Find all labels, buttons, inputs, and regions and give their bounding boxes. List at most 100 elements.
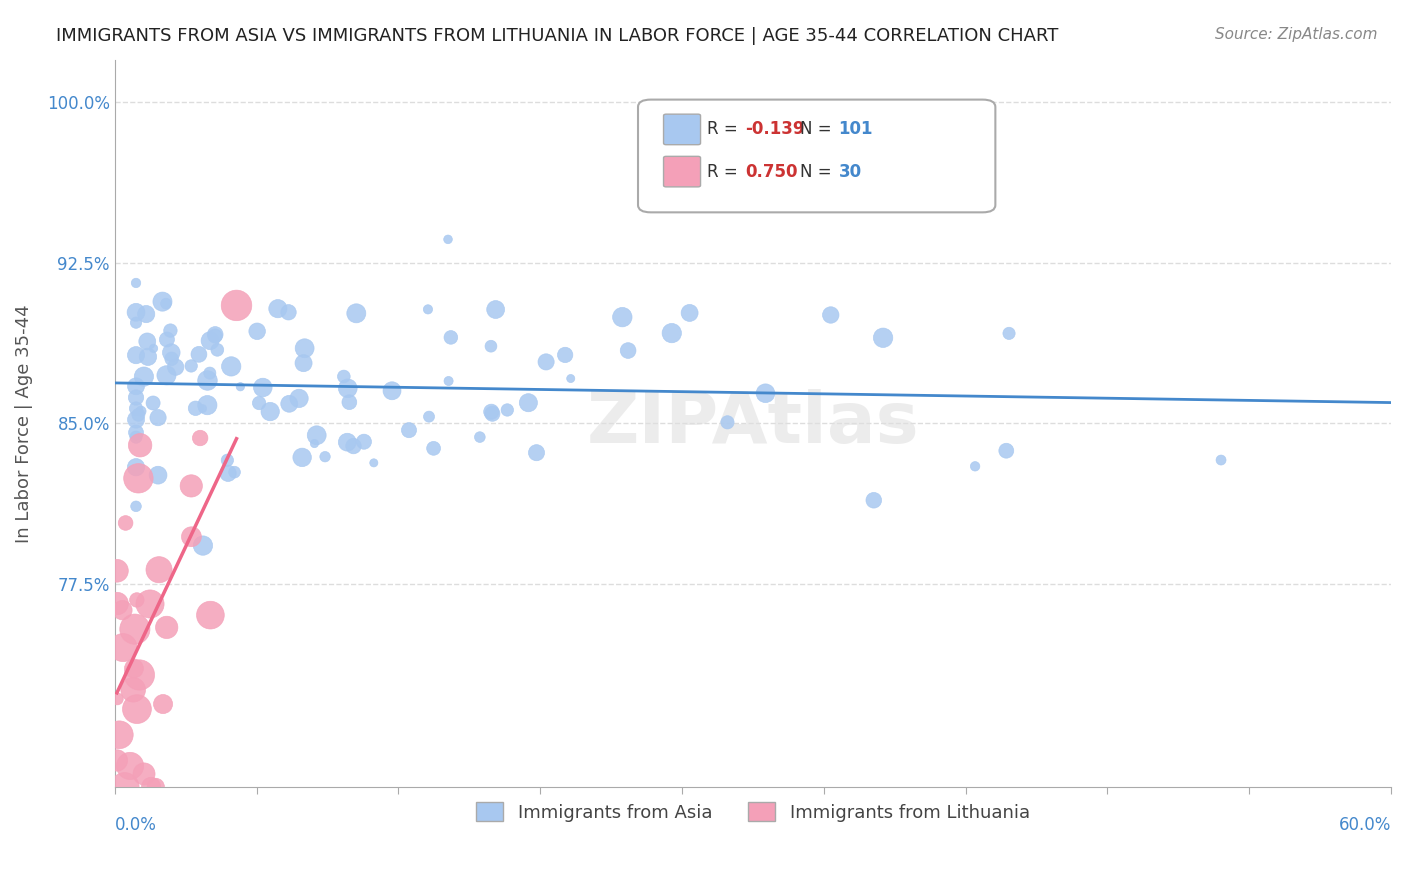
Point <box>363 456 385 470</box>
Point <box>160 351 183 366</box>
Point <box>152 697 174 711</box>
Point <box>678 306 700 320</box>
Point <box>125 702 148 716</box>
FancyBboxPatch shape <box>664 114 700 145</box>
Point <box>277 305 299 319</box>
Point <box>617 343 640 358</box>
Point <box>159 324 181 338</box>
Point <box>342 439 364 453</box>
Point <box>278 397 301 411</box>
Point <box>485 302 508 317</box>
Point <box>105 691 128 706</box>
Point <box>612 310 634 325</box>
Text: IMMIGRANTS FROM ASIA VS IMMIGRANTS FROM LITHUANIA IN LABOR FORCE | AGE 35-44 COR: IMMIGRANTS FROM ASIA VS IMMIGRANTS FROM … <box>56 27 1059 45</box>
Point <box>105 597 128 611</box>
Point <box>333 369 356 384</box>
Point <box>416 302 439 317</box>
Point <box>479 339 502 353</box>
Point <box>291 450 314 465</box>
Point <box>204 327 226 342</box>
Point <box>114 780 136 794</box>
Point <box>125 276 148 290</box>
Text: R =: R = <box>707 120 742 138</box>
Point <box>180 359 202 373</box>
Point <box>125 593 148 607</box>
Point <box>381 384 404 398</box>
Point <box>180 479 202 493</box>
Point <box>139 597 162 611</box>
Point <box>125 425 148 440</box>
Point <box>155 368 177 383</box>
Point <box>554 348 576 362</box>
Point <box>353 434 375 449</box>
Point <box>127 471 149 485</box>
Point <box>180 530 202 544</box>
Point <box>225 298 247 312</box>
Point <box>136 350 159 364</box>
Point <box>125 460 148 475</box>
Point <box>105 753 128 767</box>
Point <box>716 415 738 429</box>
Point <box>479 405 502 419</box>
Text: -0.139: -0.139 <box>745 120 804 138</box>
Y-axis label: In Labor Force | Age 35-44: In Labor Force | Age 35-44 <box>15 304 32 542</box>
Point <box>337 395 360 409</box>
Point <box>197 374 219 388</box>
Point <box>142 396 165 410</box>
Point <box>862 493 884 508</box>
Point <box>111 603 134 617</box>
Point <box>125 430 148 444</box>
Point <box>191 401 214 416</box>
Point <box>661 326 683 340</box>
Point <box>294 341 316 355</box>
Point <box>125 391 148 405</box>
Text: R =: R = <box>707 162 742 180</box>
Point <box>125 348 148 362</box>
FancyBboxPatch shape <box>664 156 700 187</box>
Point <box>468 430 491 444</box>
Point <box>314 450 336 464</box>
Point <box>108 728 131 742</box>
Point <box>440 330 463 344</box>
Point <box>129 438 152 452</box>
Point <box>129 404 152 418</box>
Point <box>305 428 328 442</box>
Point <box>247 396 270 410</box>
Point <box>125 401 148 416</box>
Text: Source: ZipAtlas.com: Source: ZipAtlas.com <box>1215 27 1378 42</box>
Point <box>195 398 218 412</box>
Point <box>252 380 274 394</box>
Point <box>156 333 179 347</box>
Point <box>188 431 211 445</box>
Point <box>217 467 239 481</box>
Text: 30: 30 <box>838 162 862 180</box>
Point <box>135 307 157 321</box>
Point <box>229 380 252 394</box>
Point <box>152 294 174 309</box>
Point <box>198 334 221 348</box>
Point <box>517 395 540 409</box>
Point <box>872 331 894 345</box>
Point <box>124 622 146 636</box>
Text: 0.750: 0.750 <box>745 162 797 180</box>
Text: 0.0%: 0.0% <box>115 816 156 834</box>
Point <box>246 324 269 338</box>
Point <box>136 334 159 349</box>
Point <box>118 759 141 773</box>
Point <box>146 410 169 425</box>
Text: ZIPAtlas: ZIPAtlas <box>586 389 920 458</box>
Text: 60.0%: 60.0% <box>1339 816 1391 834</box>
Point <box>344 306 367 320</box>
Point <box>418 409 440 424</box>
Point <box>122 661 145 675</box>
Point <box>204 329 226 343</box>
Point <box>560 371 582 385</box>
Point <box>184 401 207 416</box>
Point <box>336 381 359 395</box>
Point <box>132 369 155 384</box>
Point <box>160 345 183 359</box>
Point <box>224 465 246 479</box>
Point <box>437 374 460 388</box>
Point <box>156 620 179 634</box>
Text: N =: N = <box>800 162 837 180</box>
